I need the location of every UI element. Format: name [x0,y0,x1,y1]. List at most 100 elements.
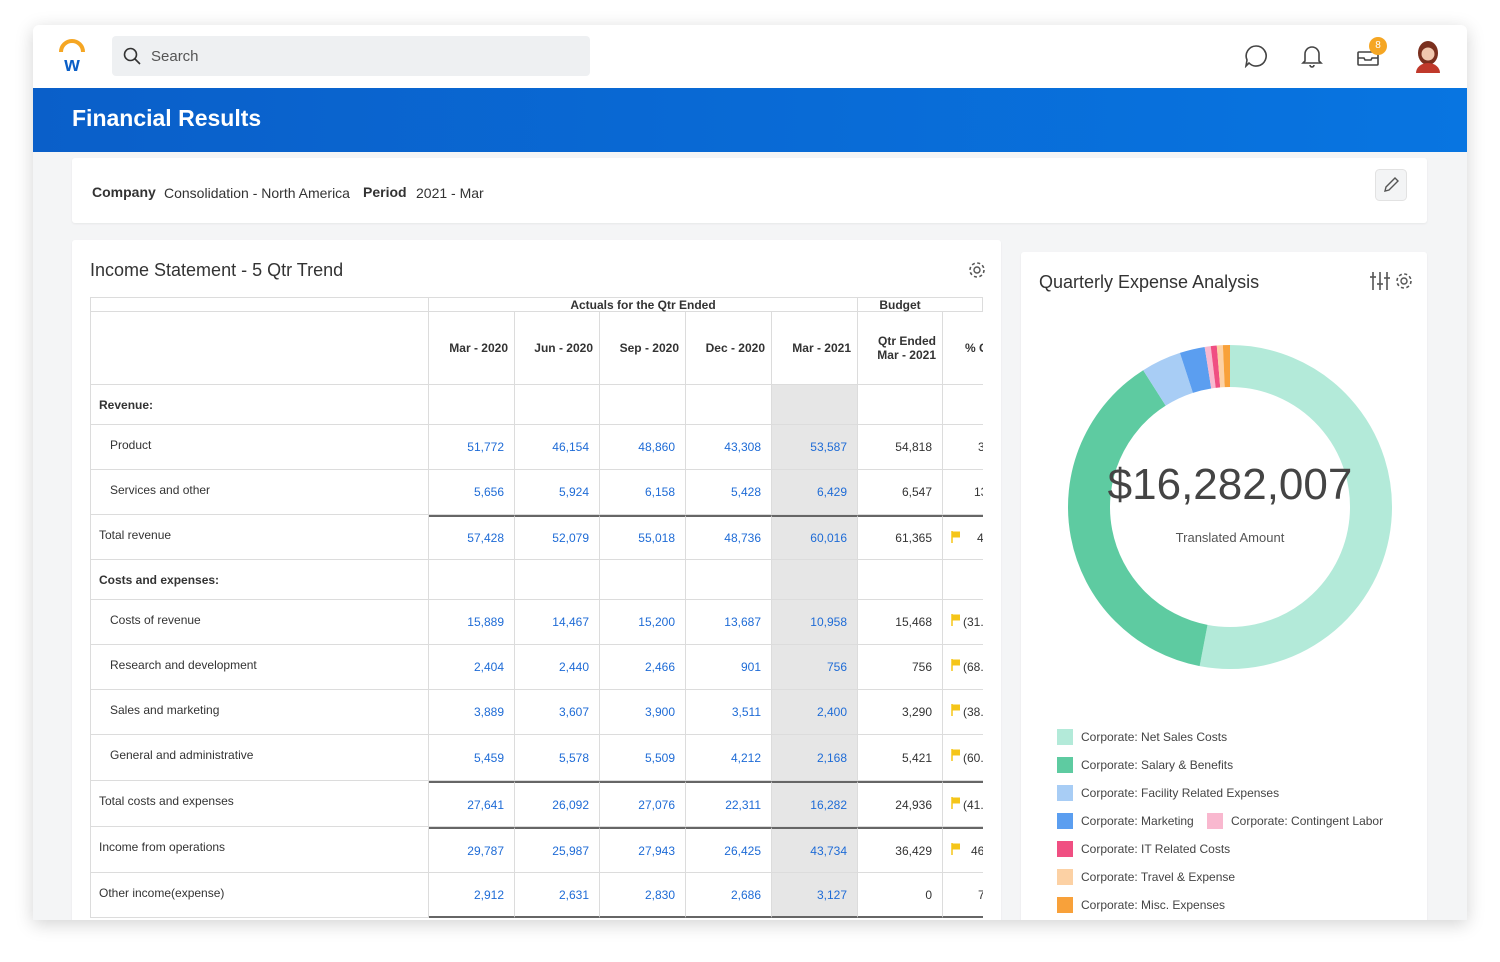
table-value: 48,736 [686,515,772,560]
table-value: 26,425 [686,827,772,873]
table-value: 5,421 [858,735,943,781]
empty-cell [858,385,943,425]
table-value: 5,656 [429,470,515,515]
chat-icon[interactable] [1244,44,1268,68]
empty-cell [858,560,943,600]
change-cell: 4 [943,515,983,560]
change-value: 4 [977,531,983,545]
empty-cell [943,385,983,425]
table-value: 5,459 [429,735,515,781]
top-bar: w Search 8 [33,25,1467,88]
change-cell: (68. [943,645,983,690]
page-title: Financial Results [72,105,262,131]
table-value: 43,308 [686,425,772,470]
row-label: Research and development [90,645,429,690]
table-value: 15,200 [600,600,686,645]
filter-icon[interactable] [1369,270,1391,292]
settings-icon[interactable] [1393,270,1415,292]
table-value: 2,440 [515,645,600,690]
table-value: 6,158 [600,470,686,515]
edit-button[interactable] [1375,169,1407,201]
center-label: Translated Amount [1176,530,1285,545]
donut-segment [1143,352,1194,407]
change-value: 7 [978,887,983,902]
change-cell: (31. [943,600,983,645]
legend-label: Corporate: IT Related Costs [1081,842,1231,856]
row-label: Other income(expense) [90,873,429,918]
header-cell [90,297,429,312]
empty-cell [429,560,515,600]
change-value: 3 [978,440,983,454]
change-cell: 13 [943,470,983,515]
empty-cell [600,385,686,425]
table-value: 22,311 [686,781,772,827]
table-value: 901 [686,645,772,690]
table-value: 3,290 [858,690,943,735]
table-value: 24,936 [858,781,943,827]
row-label: Sales and marketing [90,690,429,735]
legend-swatch [1057,757,1073,773]
table-value: 27,076 [600,781,686,827]
table-value: 48,860 [600,425,686,470]
inbox-icon[interactable] [1356,47,1380,67]
logo[interactable]: w [57,38,87,74]
table-value: 2,466 [600,645,686,690]
inbox-badge: 8 [1369,37,1387,55]
change-cell: (60. [943,735,983,781]
empty-cell [686,385,772,425]
table-value: 756 [772,645,858,690]
legend-swatch [1057,869,1073,885]
settings-icon[interactable] [966,259,988,281]
table-value: 16,282 [772,781,858,827]
change-value: 13 [974,485,983,499]
table-value: 55,018 [600,515,686,560]
user-avatar[interactable] [1412,39,1444,73]
table-value: 27,943 [600,827,686,873]
card-title: Income Statement - 5 Qtr Trend [90,260,344,280]
legend-item: Corporate: Facility Related Expenses [1057,785,1279,801]
search-box[interactable]: Search [112,36,590,76]
empty-cell [515,385,600,425]
change-cell: 7 [943,873,983,918]
change-cell: 46 [943,827,983,873]
column-header: Dec - 2020 [686,312,772,385]
legend-item: Corporate: Misc. Expenses [1057,897,1225,913]
filter-label: Company [92,184,156,200]
flag-icon [951,797,960,809]
table-value: 2,404 [429,645,515,690]
legend-swatch [1057,785,1073,801]
page-banner: Financial Results [33,88,1467,152]
notifications-icon[interactable] [1301,44,1323,68]
search-placeholder: Search [151,48,199,65]
column-header: Mar - 2020 [429,312,515,385]
table-value: 13,687 [686,600,772,645]
table-value: 6,429 [772,470,858,515]
table-value: 3,889 [429,690,515,735]
row-label: Total revenue [90,515,429,560]
empty-cell [515,560,600,600]
column-header: % C [943,312,983,385]
flag-icon [951,843,960,855]
table-value: 10,958 [772,600,858,645]
change-value: 46 [971,843,983,858]
header-cell [90,312,429,385]
table-value: 15,468 [858,600,943,645]
column-header: Sep - 2020 [600,312,686,385]
table-value: 26,092 [515,781,600,827]
table-value: 3,511 [686,690,772,735]
table-value: 43,734 [772,827,858,873]
legend-swatch [1057,813,1073,829]
row-label: Services and other [90,470,429,515]
legend-item: Corporate: Salary & Benefits [1057,757,1233,773]
table-value: 0 [858,873,943,918]
legend-item: Corporate: Travel & Expense [1057,869,1235,885]
table-value: 29,787 [429,827,515,873]
flag-icon [951,613,960,626]
group-header: Actuals for the Qtr Ended [429,297,858,312]
legend-label: Corporate: Facility Related Expenses [1081,786,1280,800]
change-cell: (41. [943,781,983,827]
change-value: (31. [963,615,983,629]
change-value: (41. [963,797,983,812]
legend-item: Corporate: IT Related Costs [1057,841,1230,857]
flag-icon [951,749,960,761]
